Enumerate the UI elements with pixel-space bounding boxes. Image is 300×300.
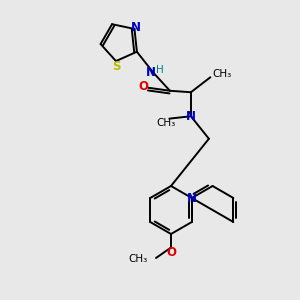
Text: N: N	[186, 110, 196, 123]
Text: S: S	[112, 60, 120, 73]
Text: CH₃: CH₃	[156, 118, 175, 128]
Text: CH₃: CH₃	[212, 69, 231, 79]
Text: N: N	[131, 21, 141, 34]
Text: N: N	[146, 66, 155, 79]
Text: O: O	[166, 246, 176, 260]
Text: O: O	[139, 80, 149, 93]
Text: N: N	[187, 191, 197, 205]
Text: H: H	[156, 65, 164, 75]
Text: CH₃: CH₃	[128, 254, 148, 265]
